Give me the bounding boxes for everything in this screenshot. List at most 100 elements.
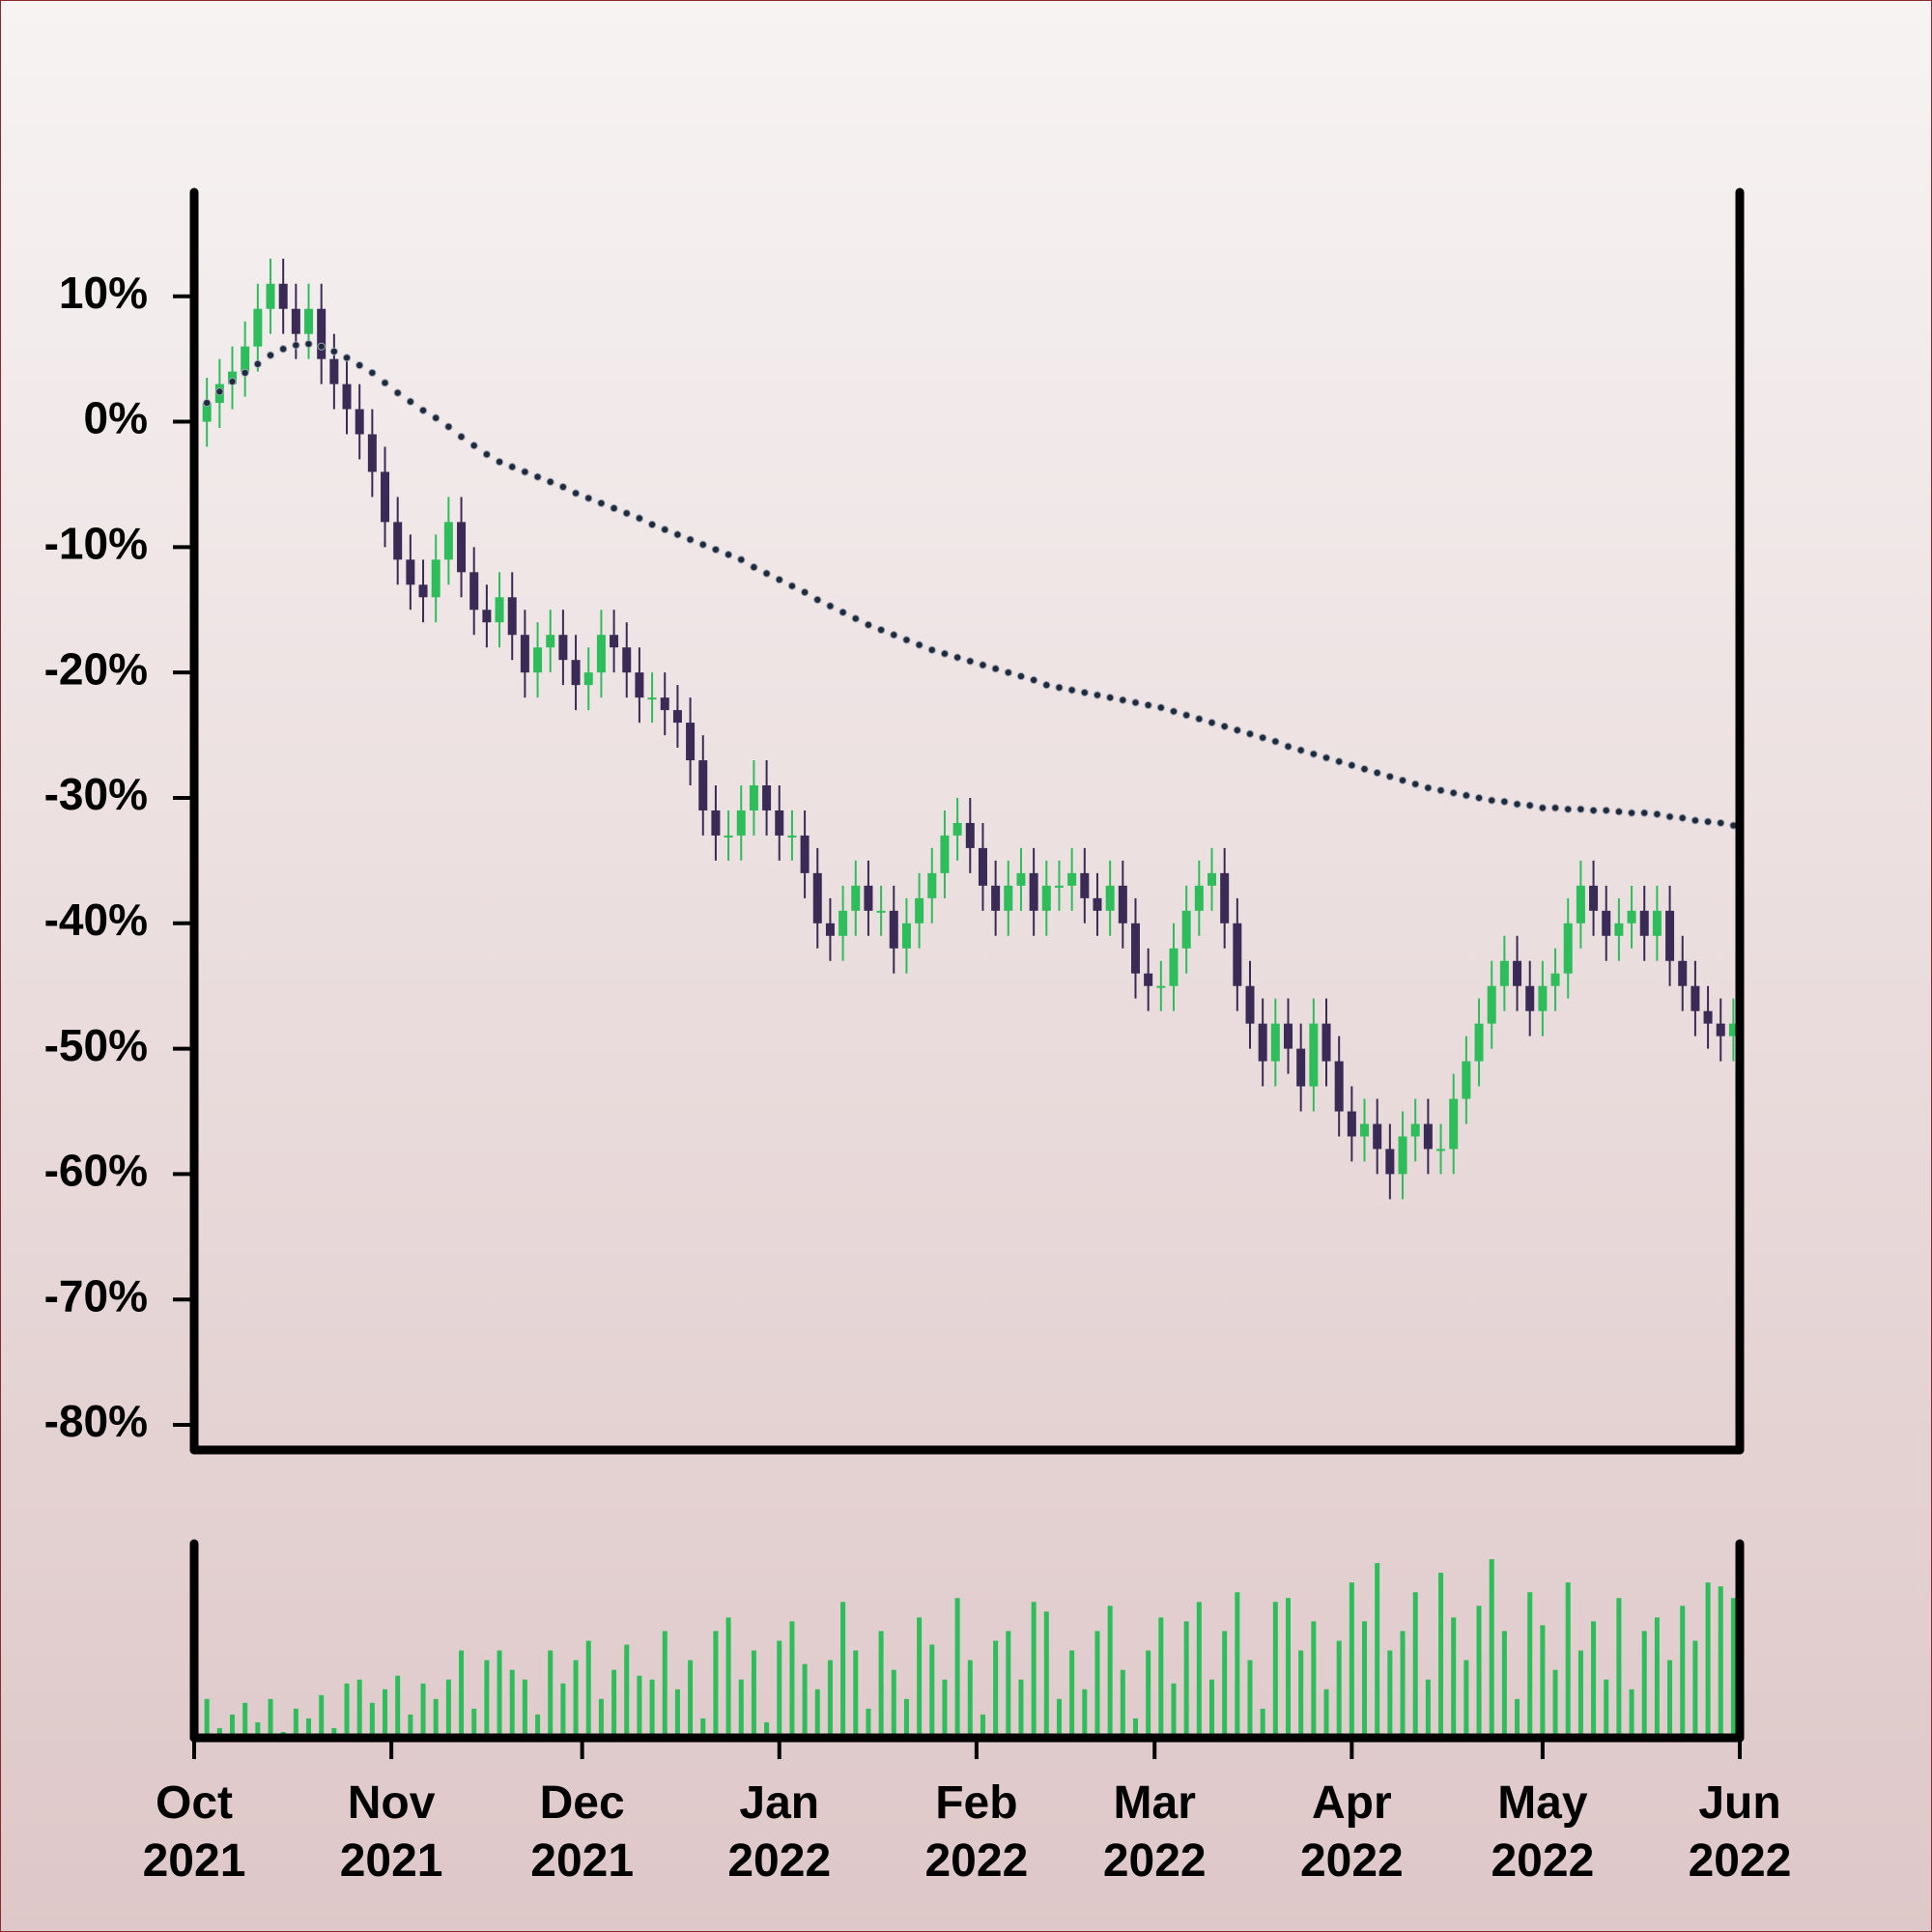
volume-bar: [255, 1721, 261, 1738]
volume-bar: [1515, 1698, 1520, 1738]
moving-average-dot: [1296, 746, 1305, 754]
volume-bar: [713, 1631, 719, 1738]
moving-average-dot: [495, 457, 504, 467]
volume-bar: [1375, 1563, 1380, 1738]
moving-average-dot: [1182, 711, 1191, 720]
candle-body: [864, 885, 873, 911]
candle-body: [1563, 923, 1573, 974]
moving-average-dot: [406, 397, 414, 406]
candle-body: [1194, 885, 1204, 911]
candle-body: [342, 384, 352, 410]
moving-average-dot: [1385, 772, 1394, 781]
candle-body: [1245, 985, 1255, 1024]
volume-bar: [535, 1714, 541, 1738]
candle-body: [800, 835, 810, 873]
moving-average-dot: [698, 540, 707, 549]
volume-bar: [1323, 1689, 1329, 1738]
moving-average-dot: [1119, 696, 1127, 704]
moving-average-dot: [787, 582, 797, 590]
moving-average-dot: [1602, 806, 1610, 815]
moving-average-dot: [368, 368, 377, 378]
candle-body: [571, 660, 581, 686]
moving-average-dot: [1321, 753, 1331, 762]
volume-bar: [268, 1698, 273, 1738]
candle-body: [1474, 1023, 1484, 1062]
candle-body: [1385, 1149, 1395, 1175]
candle-body: [1703, 1010, 1713, 1024]
moving-average-dot: [508, 463, 517, 471]
moving-average-dot: [1106, 694, 1115, 702]
candle-body: [940, 835, 950, 873]
moving-average-dot: [1055, 683, 1064, 692]
candle-body: [495, 597, 504, 623]
candle-body: [1614, 923, 1624, 936]
volume-bar: [484, 1660, 490, 1738]
volume-bar: [1565, 1582, 1571, 1738]
volume-bar: [331, 1727, 337, 1738]
candle-body: [406, 559, 415, 585]
moving-average-dot: [571, 489, 581, 497]
volume-bar: [649, 1679, 655, 1738]
volume-bar: [802, 1663, 808, 1738]
moving-average-dot: [775, 576, 783, 584]
moving-average-dot: [661, 526, 669, 534]
moving-average-dot: [329, 347, 338, 355]
volume-bar: [1680, 1605, 1686, 1738]
moving-average-dot: [610, 504, 618, 513]
candle-body: [1538, 985, 1548, 1011]
volume-bar: [1311, 1621, 1317, 1738]
volume-bar: [1006, 1631, 1011, 1738]
candle-body: [736, 810, 746, 836]
candle-body: [901, 923, 911, 949]
moving-average-dot: [1004, 668, 1012, 677]
y-tick-label: 10%: [59, 268, 148, 318]
candle-body: [367, 434, 377, 472]
candle-body: [1487, 985, 1496, 1024]
candle-body: [749, 785, 758, 810]
moving-average-dot: [1436, 786, 1445, 795]
moving-average-dot: [1538, 804, 1547, 812]
volume-bar: [1438, 1573, 1444, 1738]
moving-average-dot: [1411, 780, 1420, 788]
volume-bar: [725, 1617, 731, 1738]
y-tick-label: -20%: [44, 643, 148, 694]
volume-bar: [548, 1650, 554, 1738]
moving-average-dot: [1093, 691, 1102, 699]
moving-average-dot: [1208, 718, 1216, 727]
moving-average-dot: [1577, 805, 1585, 813]
candle-body: [1525, 985, 1535, 1011]
moving-average-dot: [647, 520, 657, 529]
candle-body: [851, 885, 861, 911]
candle-body: [1321, 1023, 1331, 1062]
volume-bar: [1120, 1669, 1125, 1738]
candle-body: [457, 522, 467, 573]
volume-bar: [471, 1708, 477, 1738]
volume-bar: [662, 1631, 668, 1738]
volume-bar: [319, 1694, 325, 1738]
candle-body: [711, 810, 721, 836]
volume-bar: [789, 1621, 795, 1738]
moving-average-dot: [1424, 783, 1433, 792]
volume-bar: [674, 1689, 680, 1738]
moving-average-dot: [521, 468, 529, 476]
candle-body: [1728, 1023, 1738, 1037]
volume-bar: [1527, 1592, 1533, 1738]
x-tick-label: Nov 2021: [339, 1777, 443, 1887]
moving-average-dot: [304, 339, 313, 349]
candle-body: [1309, 1023, 1319, 1087]
moving-average-dot: [1550, 804, 1560, 812]
volume-bar: [1247, 1660, 1253, 1738]
moving-average-dot: [1690, 816, 1700, 825]
candle-body: [1207, 872, 1216, 886]
candle-body: [1652, 910, 1662, 936]
volume-bar: [216, 1727, 222, 1738]
volume-bar: [1235, 1592, 1240, 1738]
volume-bar: [1730, 1598, 1736, 1738]
candle-body: [583, 672, 593, 686]
moving-average-dot: [711, 545, 721, 554]
volume-bar: [433, 1698, 439, 1738]
volume-bar: [1552, 1669, 1558, 1738]
moving-average-dot: [1589, 806, 1598, 815]
volume-bar: [1451, 1617, 1457, 1738]
candle-body: [1589, 885, 1599, 911]
